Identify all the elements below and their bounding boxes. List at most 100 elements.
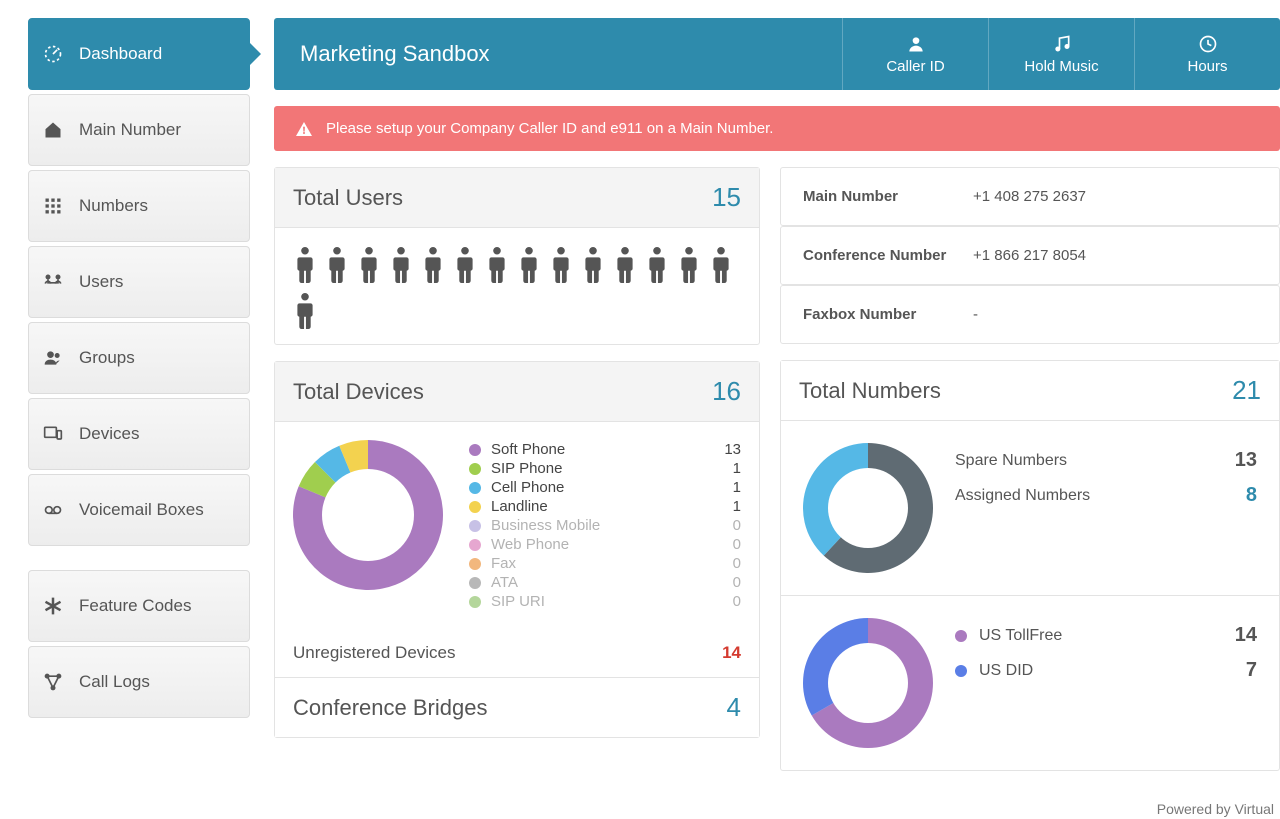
- sidebar-item-main-number[interactable]: Main Number: [28, 94, 250, 166]
- device-legend-row[interactable]: Fax 0: [469, 554, 741, 573]
- legend-value: 7: [1217, 659, 1257, 682]
- total-users-panel: Total Users 15: [274, 167, 760, 345]
- person-icon: [549, 246, 573, 284]
- panel-title: Total Numbers: [799, 378, 941, 404]
- legend-dot: [469, 501, 481, 513]
- person-icon: [581, 246, 605, 284]
- legend-dot: [469, 577, 481, 589]
- legend-label: ATA: [491, 574, 711, 591]
- topbar-caller-id-button[interactable]: Caller ID: [842, 18, 988, 90]
- legend-dot: [955, 630, 967, 642]
- legend-label: Landline: [491, 498, 711, 515]
- person-icon: [389, 246, 413, 284]
- legend-value: 13: [711, 441, 741, 458]
- legend-value: 1: [711, 479, 741, 496]
- sidebar-item-numbers[interactable]: Numbers: [28, 170, 250, 242]
- sidebar-item-call-logs[interactable]: Call Logs: [28, 646, 250, 718]
- user-icon: [906, 34, 926, 54]
- info-label: Faxbox Number: [803, 306, 973, 323]
- total-devices-panel: Total Devices 16 Soft Phone 13 SIP Phone…: [274, 361, 760, 738]
- info-value[interactable]: +1 408 275 2637: [973, 188, 1086, 205]
- person-icon: [293, 246, 317, 284]
- devices-legend: Soft Phone 13 SIP Phone 1 Cell Phone 1 L…: [469, 440, 741, 611]
- topbar-button-label: Caller ID: [886, 58, 944, 75]
- alert-text: Please setup your Company Caller ID and …: [326, 120, 773, 137]
- device-legend-row[interactable]: SIP Phone 1: [469, 459, 741, 478]
- sidebar-item-label: Devices: [79, 424, 139, 444]
- sidebar-item-devices[interactable]: Devices: [28, 398, 250, 470]
- legend-label: Business Mobile: [491, 517, 711, 534]
- total-numbers-panel: Total Numbers 21 Spare Numbers 13Assigne…: [780, 360, 1280, 771]
- sidebar-item-groups[interactable]: Groups: [28, 322, 250, 394]
- sidebar-item-voicemail-boxes[interactable]: Voicemail Boxes: [28, 474, 250, 546]
- panel-title: Total Users: [293, 185, 403, 211]
- numbers-legend-row[interactable]: Assigned Numbers 8: [955, 478, 1257, 513]
- numbers-legend-row[interactable]: Spare Numbers 13: [955, 443, 1257, 478]
- main-area: Marketing Sandbox Caller ID Hold Music Hou…: [250, 0, 1280, 771]
- device-legend-row[interactable]: SIP URI 0: [469, 592, 741, 611]
- footer-credit: Powered by Virtual: [1157, 801, 1274, 817]
- topbar-button-label: Hold Music: [1024, 58, 1098, 75]
- info-label: Conference Number: [803, 247, 973, 264]
- page-title: Marketing Sandbox: [274, 18, 842, 90]
- numbers-legend-row[interactable]: US TollFree 14: [955, 618, 1257, 653]
- legend-value: 1: [711, 460, 741, 477]
- group-icon: [43, 348, 65, 368]
- legend-value: 8: [1217, 484, 1257, 507]
- users-tree-icon: [43, 272, 65, 292]
- device-legend-row[interactable]: ATA 0: [469, 573, 741, 592]
- device-legend-row[interactable]: Landline 1: [469, 497, 741, 516]
- topbar-hold-music-button[interactable]: Hold Music: [988, 18, 1134, 90]
- home-icon: [43, 120, 65, 140]
- legend-dot: [469, 558, 481, 570]
- devices-count[interactable]: 16: [712, 376, 741, 407]
- info-label: Main Number: [803, 188, 973, 205]
- conference-count[interactable]: 4: [727, 692, 741, 723]
- sidebar-item-label: Call Logs: [79, 672, 150, 692]
- music-icon: [1052, 34, 1072, 54]
- person-icon: [293, 292, 317, 330]
- sidebar-item-label: Dashboard: [79, 44, 162, 64]
- info-value[interactable]: -: [973, 306, 978, 323]
- legend-label: SIP Phone: [491, 460, 711, 477]
- sidebar-item-label: Groups: [79, 348, 135, 368]
- legend-label: Assigned Numbers: [955, 487, 1217, 505]
- legend-label: US TollFree: [979, 627, 1217, 645]
- legend-value: 0: [711, 555, 741, 572]
- legend-label: Fax: [491, 555, 711, 572]
- numbers-count[interactable]: 21: [1232, 375, 1261, 406]
- asterisk-icon: [43, 596, 65, 616]
- sidebar-item-feature-codes[interactable]: Feature Codes: [28, 570, 250, 642]
- grid-icon: [43, 196, 65, 216]
- legend-value: 0: [711, 517, 741, 534]
- voicemail-icon: [43, 500, 65, 520]
- unregistered-label: Unregistered Devices: [293, 643, 456, 663]
- device-legend-row[interactable]: Business Mobile 0: [469, 516, 741, 535]
- numbers-section: Spare Numbers 13Assigned Numbers 8: [781, 421, 1279, 595]
- setup-alert[interactable]: Please setup your Company Caller ID and …: [274, 106, 1280, 151]
- sidebar-item-users[interactable]: Users: [28, 246, 250, 318]
- person-icon: [517, 246, 541, 284]
- person-icon: [645, 246, 669, 284]
- sidebar-item-dashboard[interactable]: Dashboard: [28, 18, 250, 90]
- legend-dot: [469, 482, 481, 494]
- numbers-donut-chart: [803, 618, 933, 748]
- legend-label: SIP URI: [491, 593, 711, 610]
- sidebar-item-label: Feature Codes: [79, 596, 191, 616]
- topbar-hours-button[interactable]: Hours: [1134, 18, 1280, 90]
- person-icon: [325, 246, 349, 284]
- legend-label: Spare Numbers: [955, 452, 1217, 470]
- device-legend-row[interactable]: Cell Phone 1: [469, 478, 741, 497]
- unregistered-value[interactable]: 14: [722, 643, 741, 663]
- device-legend-row[interactable]: Soft Phone 13: [469, 440, 741, 459]
- info-row-conference-number: Conference Number+1 866 217 8054: [780, 226, 1280, 285]
- legend-label: US DID: [979, 662, 1217, 680]
- legend-dot: [469, 463, 481, 475]
- sidebar-item-label: Voicemail Boxes: [79, 500, 204, 520]
- topbar-button-label: Hours: [1187, 58, 1227, 75]
- users-count[interactable]: 15: [712, 182, 741, 213]
- device-legend-row[interactable]: Web Phone 0: [469, 535, 741, 554]
- legend-dot: [469, 539, 481, 551]
- info-value[interactable]: +1 866 217 8054: [973, 247, 1086, 264]
- numbers-legend-row[interactable]: US DID 7: [955, 653, 1257, 688]
